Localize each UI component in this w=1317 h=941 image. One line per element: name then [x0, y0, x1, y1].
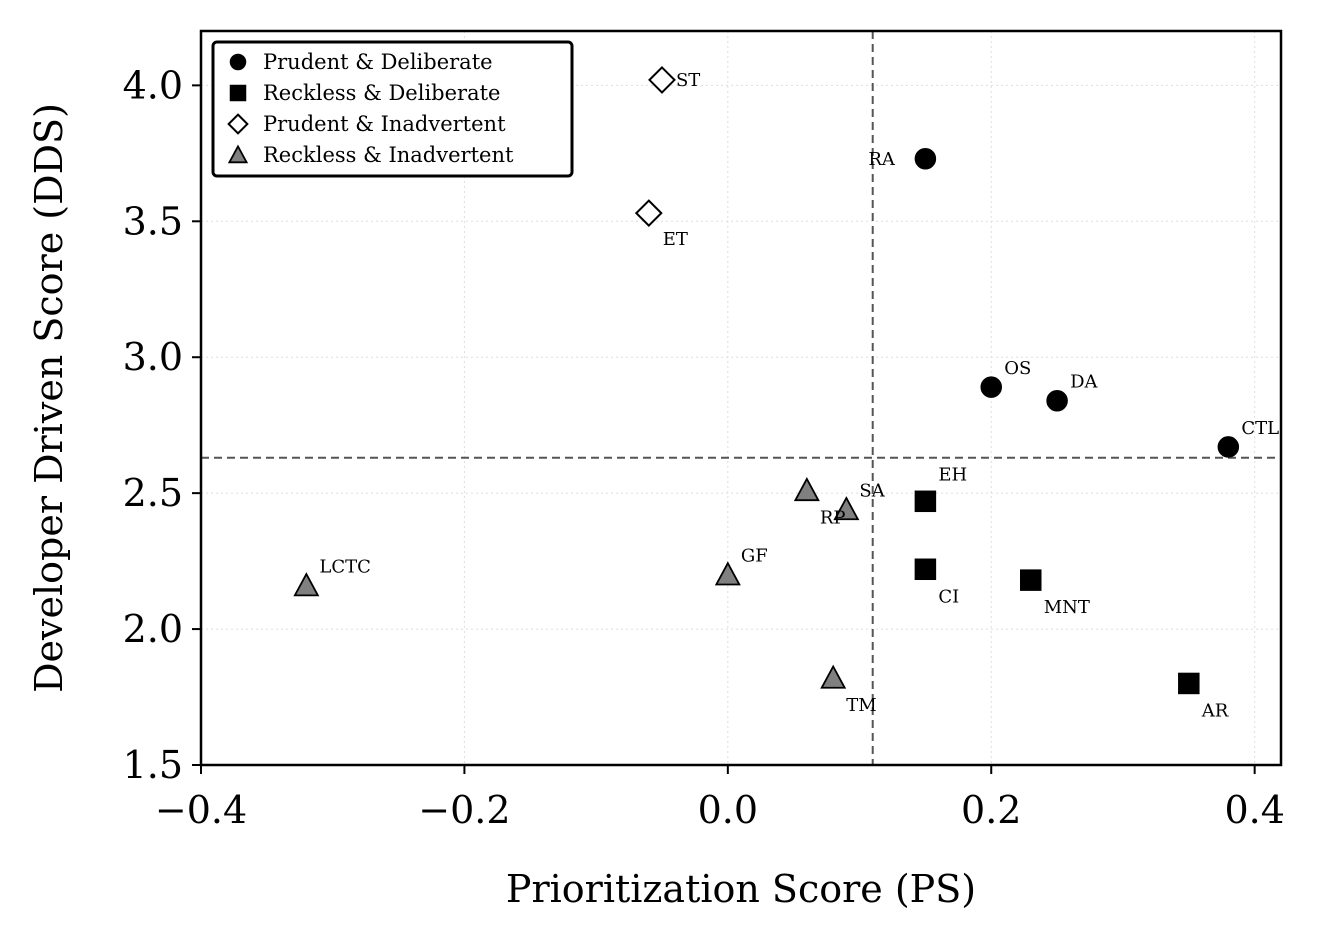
legend-marker [227, 144, 249, 164]
data-point-os [980, 376, 1002, 398]
x-axis-title: Prioritization Score (PS) [506, 867, 976, 911]
legend-label: Prudent & Inadvertent [263, 112, 506, 136]
point-label-ctl: CTL [1241, 418, 1279, 439]
point-label-da: DA [1070, 372, 1098, 393]
data-point-ra [914, 148, 937, 170]
legend-box [211, 40, 574, 178]
y-tick-label: 3.5 [123, 199, 183, 243]
point-label-gf: GF [741, 546, 768, 567]
x-tick-label: −0.2 [418, 788, 510, 832]
data-point-gf [714, 561, 741, 586]
plot-frame [199, 29, 1283, 767]
point-label-lctc: LCTC [319, 557, 371, 578]
point-label-tm: TM [846, 695, 876, 716]
point-label-os: OS [1004, 358, 1031, 379]
data-point-et [634, 199, 663, 228]
data-point-eh [914, 490, 937, 513]
reference-lines [201, 31, 1281, 765]
legend-label: Prudent & Deliberate [263, 50, 493, 74]
point-label-eh: EH [938, 464, 967, 485]
legend-marker [227, 113, 249, 135]
data-point-sa [833, 496, 860, 521]
data-point-rp [793, 477, 820, 502]
data-point-mnt [1020, 569, 1042, 591]
data-point-tm [820, 664, 847, 689]
x-tick-label: 0.2 [961, 788, 1021, 832]
point-label-st: ST [676, 70, 700, 91]
point-label-rp: RP [820, 507, 846, 528]
legend-marker [229, 84, 247, 102]
axis-ticks: −0.4 −0.2 0.0 0.2 0.4 1.5 2.0 2.5 3.0 3.5 4.0 [123, 63, 1285, 832]
data-point-ctl [1217, 436, 1240, 458]
point-label-et: ET [663, 229, 688, 250]
x-tick-label: −0.4 [155, 788, 247, 832]
y-tick-label: 3.0 [123, 335, 183, 379]
data-points [293, 66, 1240, 695]
legend: Prudent & Deliberate Reckless & Deliberat… [211, 40, 574, 178]
x-tick-label: 0.0 [698, 788, 758, 832]
data-point-ci [914, 558, 937, 581]
data-point-ar [1178, 672, 1200, 695]
y-tick-label: 1.5 [123, 743, 183, 787]
data-point-lctc [293, 572, 320, 597]
x-tick-label: 0.4 [1224, 788, 1284, 832]
point-label-sa: SA [859, 480, 885, 501]
point-labels: RA OS DA CTL EH CI MNT AR ST ET RP SA GF LCTC TM [319, 70, 1279, 722]
point-label-ra: RA [868, 149, 896, 170]
point-label-ar: AR [1201, 700, 1229, 721]
legend-marker [229, 53, 247, 71]
point-label-mnt: MNT [1044, 597, 1090, 618]
data-point-st [648, 66, 676, 94]
y-axis-title: Developer Driven Score (DDS) [27, 103, 71, 693]
y-tick-label: 2.0 [123, 607, 183, 651]
y-tick-label: 4.0 [123, 63, 183, 107]
legend-label: Reckless & Deliberate [263, 81, 500, 105]
y-tick-label: 2.5 [123, 471, 183, 515]
point-label-ci: CI [938, 586, 959, 607]
legend-label: Reckless & Inadvertent [263, 143, 514, 167]
data-point-da [1046, 389, 1068, 412]
